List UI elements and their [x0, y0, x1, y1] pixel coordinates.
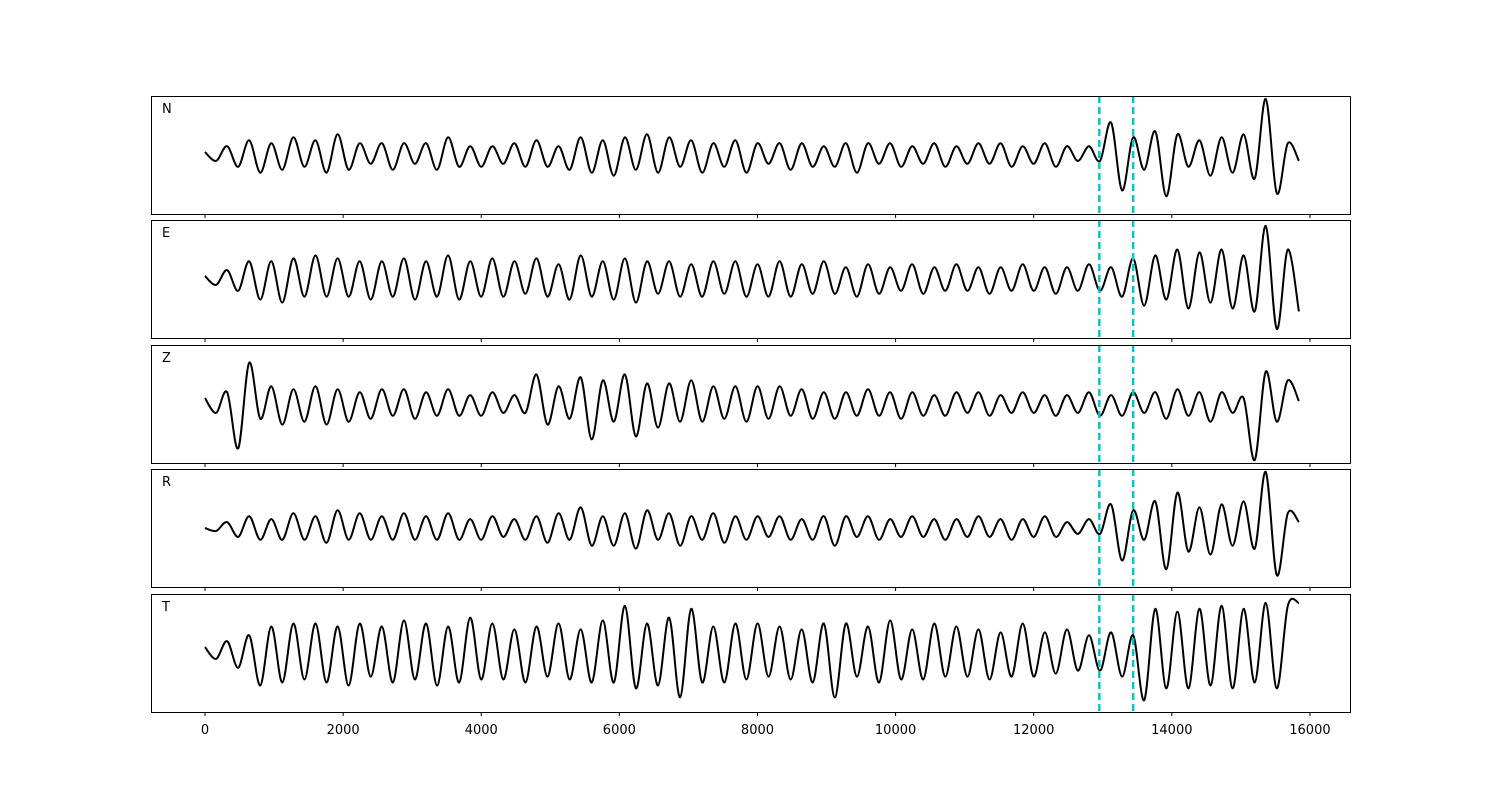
- x-tick-label: 10000: [875, 723, 916, 738]
- x-tick-label: 6000: [603, 723, 636, 738]
- x-tick-label: 8000: [741, 723, 774, 738]
- waveform-e: [204, 224, 1300, 331]
- panel-frame: [151, 220, 1351, 339]
- panel-label: N: [162, 102, 172, 117]
- panel-z: Z: [151, 345, 1351, 467]
- panel-label: T: [161, 600, 170, 615]
- panel-e: E: [151, 220, 1351, 342]
- panel-t: T: [151, 594, 1351, 716]
- panel-frame: [151, 345, 1351, 464]
- x-tick-label: 12000: [1013, 723, 1054, 738]
- panel-label: E: [162, 226, 170, 241]
- waveform-z: [204, 361, 1300, 462]
- waveform-n: [204, 97, 1300, 198]
- waveform-t: [204, 597, 1300, 702]
- panel-frame: [151, 594, 1351, 713]
- panel-r: R: [151, 469, 1351, 591]
- panel-frame: [151, 469, 1351, 588]
- x-tick-label: 0: [201, 723, 209, 738]
- panel-frame: [151, 96, 1351, 215]
- waveform-r: [204, 470, 1300, 577]
- x-tick-label: 2000: [327, 723, 360, 738]
- panel-label: Z: [162, 351, 171, 366]
- x-tick-label: 16000: [1289, 723, 1330, 738]
- panel-n: N: [151, 96, 1351, 218]
- panel-label: R: [162, 475, 171, 490]
- x-tick-label: 4000: [465, 723, 498, 738]
- x-tick-label: 14000: [1151, 723, 1192, 738]
